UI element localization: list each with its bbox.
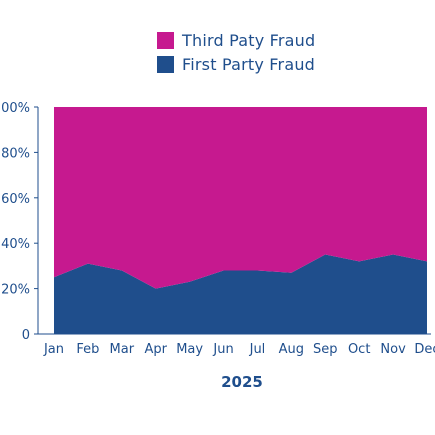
y-tick-label: 80% <box>1 146 30 161</box>
legend-item-first-party: First Party Fraud <box>157 52 315 76</box>
x-tick-label: Feb <box>76 342 99 357</box>
x-tick-labels: Jan Feb Mar Apr May Jun Jul Aug Sep Oct Nov Dec <box>43 342 435 357</box>
legend-swatch-first-party <box>157 55 174 73</box>
y-tick-label: 60% <box>1 192 30 207</box>
x-tick-label: Jan <box>43 342 64 357</box>
x-tick-label: Apr <box>144 342 167 357</box>
x-tick-label: Sep <box>313 342 338 357</box>
x-tick-label: Dec <box>414 342 435 357</box>
chart-areas <box>54 107 427 334</box>
y-tick-label: 20% <box>1 283 30 298</box>
x-axis-title: 2025 <box>221 373 263 391</box>
x-tick-label: May <box>176 342 203 357</box>
legend: Third Paty Fraud First Party Fraud <box>157 28 315 76</box>
x-tick-label: Aug <box>279 342 304 357</box>
y-tick-label: 40% <box>1 237 30 252</box>
y-tick-label: 0 <box>22 328 30 343</box>
legend-swatch-third-party <box>157 31 174 49</box>
y-tick-label: 100% <box>0 101 30 116</box>
x-tick-label: Jul <box>249 342 266 357</box>
legend-label-first-party: First Party Fraud <box>182 54 316 74</box>
x-tick-label: Nov <box>380 342 406 357</box>
legend-label-third-party: Third Paty Fraud <box>182 30 316 50</box>
chart-axes <box>34 106 431 335</box>
area-first-party-fraud <box>54 254 427 334</box>
y-tick-labels: 0 20% 40% 60% 80% 100% <box>0 101 30 343</box>
x-tick-label: Jun <box>212 342 233 357</box>
legend-item-third-party: Third Paty Fraud <box>157 28 315 52</box>
area-third-paty-fraud <box>54 107 427 289</box>
x-tick-label: Mar <box>110 342 135 357</box>
x-tick-label: Oct <box>348 342 370 357</box>
